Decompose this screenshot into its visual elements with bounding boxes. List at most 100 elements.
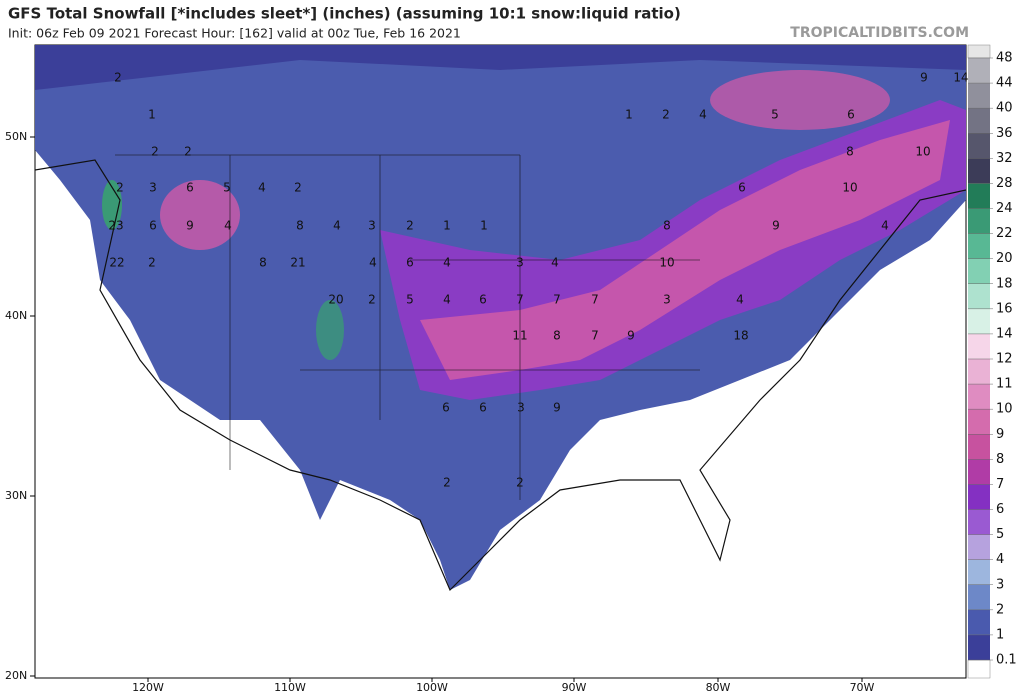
colorbar-segment bbox=[968, 534, 990, 560]
snow-amount: 4 bbox=[699, 108, 707, 122]
colorbar-label: 36 bbox=[996, 126, 1013, 141]
snow-amount: 8 bbox=[296, 219, 304, 233]
colorbar-segment bbox=[968, 384, 990, 410]
colorbar-label: 44 bbox=[996, 76, 1013, 91]
colorbar-label: 24 bbox=[996, 201, 1013, 216]
colorbar-label: 12 bbox=[996, 352, 1013, 367]
snow-area bbox=[420, 120, 950, 380]
lon-label: 120W bbox=[132, 681, 164, 694]
colorbar-label: 32 bbox=[996, 151, 1013, 166]
snow-amount: 6 bbox=[186, 181, 194, 195]
snow-amount: 9 bbox=[920, 71, 928, 85]
colorbar-label: 3 bbox=[996, 577, 1004, 592]
snow-amount: 9 bbox=[186, 219, 194, 233]
snow-amount: 2 bbox=[368, 293, 376, 307]
colorbar-segment bbox=[968, 484, 990, 510]
snow-amount: 2 bbox=[516, 476, 524, 490]
snow-amount: 5 bbox=[771, 108, 779, 122]
snow-amount: 3 bbox=[368, 219, 376, 233]
snow-amount: 4 bbox=[369, 256, 377, 270]
colorbar-label: 14 bbox=[996, 326, 1013, 341]
colorbar-over bbox=[967, 44, 991, 59]
snow-amount: 4 bbox=[551, 256, 559, 270]
snow-amount: 9 bbox=[553, 401, 561, 415]
colorbar-under bbox=[967, 659, 991, 679]
snow-amount: 3 bbox=[663, 293, 671, 307]
colorbar-segment bbox=[968, 634, 990, 660]
colorbar-label: 6 bbox=[996, 502, 1004, 517]
snow-amount: 8 bbox=[846, 145, 854, 159]
snow-amount: 6 bbox=[149, 219, 157, 233]
snow-amount: 7 bbox=[516, 293, 524, 307]
colorbar-label: 0.1 bbox=[996, 653, 1017, 668]
colorbar-segment bbox=[968, 459, 990, 485]
snow-area bbox=[316, 300, 344, 360]
colorbar-segment bbox=[968, 158, 990, 184]
colorbar-label: 8 bbox=[996, 452, 1004, 467]
colorbar-segment bbox=[968, 509, 990, 535]
snow-amount: 6 bbox=[406, 256, 414, 270]
snow-amount: 7 bbox=[553, 293, 561, 307]
snow-amount: 9 bbox=[627, 329, 635, 343]
snow-amount: 4 bbox=[258, 181, 266, 195]
snow-amount: 6 bbox=[479, 401, 487, 415]
snow-amount: 2 bbox=[116, 181, 124, 195]
colorbar-segment bbox=[968, 434, 990, 460]
colorbar-segment bbox=[968, 359, 990, 385]
snow-amount: 1 bbox=[480, 219, 488, 233]
state-lines bbox=[115, 154, 700, 500]
snow-amount: 22 bbox=[109, 256, 124, 270]
colorbar-segment bbox=[968, 208, 990, 234]
snow-amount: 1 bbox=[443, 219, 451, 233]
snow-amount: 6 bbox=[847, 108, 855, 122]
colorbar-label: 40 bbox=[996, 101, 1013, 116]
snow-amount: 10 bbox=[842, 181, 857, 195]
snow-amount: 4 bbox=[443, 256, 451, 270]
snow-amount: 2 bbox=[114, 71, 122, 85]
snow-amount: 2 bbox=[443, 476, 451, 490]
snowfall-field bbox=[35, 45, 966, 592]
colorbar-segment bbox=[968, 58, 990, 84]
colorbar-segment bbox=[968, 233, 990, 259]
snow-amount: 18 bbox=[733, 329, 748, 343]
snow-amount: 2 bbox=[294, 181, 302, 195]
snow-amount: 4 bbox=[224, 219, 232, 233]
colorbar-label: 22 bbox=[996, 226, 1013, 241]
snow-area bbox=[710, 70, 890, 130]
snow-amount: 8 bbox=[663, 219, 671, 233]
snow-amount: 2 bbox=[148, 256, 156, 270]
colorbar-label: 28 bbox=[996, 176, 1013, 191]
colorbar-label: 18 bbox=[996, 276, 1013, 291]
snow-amount: 5 bbox=[406, 293, 414, 307]
lat-label: 30N bbox=[5, 489, 27, 502]
snow-area bbox=[102, 180, 122, 230]
colorbar-label: 2 bbox=[996, 602, 1004, 617]
subtitle: Init: 06z Feb 09 2021 Forecast Hour: [16… bbox=[8, 26, 461, 41]
snow-amount: 2 bbox=[406, 219, 414, 233]
snow-amount: 1 bbox=[148, 108, 156, 122]
colorbar-segment bbox=[968, 83, 990, 109]
snow-amount: 2 bbox=[151, 145, 159, 159]
watermark: TROPICALTIDBITS.COM bbox=[790, 25, 969, 41]
colorbar-segment bbox=[968, 559, 990, 585]
snow-amount: 5 bbox=[223, 181, 231, 195]
colorbar-label: 5 bbox=[996, 527, 1004, 542]
snow-amount: 6 bbox=[479, 293, 487, 307]
colorbar-label: 16 bbox=[996, 301, 1013, 316]
colorbar-segment bbox=[968, 409, 990, 435]
snow-amount: 20 bbox=[328, 293, 343, 307]
lat-label: 50N bbox=[5, 130, 27, 143]
colorbar-label: 11 bbox=[996, 377, 1013, 392]
snow-amount: 1 bbox=[625, 108, 633, 122]
snow-amount: 10 bbox=[659, 256, 674, 270]
lon-label: 100W bbox=[416, 681, 448, 694]
snow-amount: 7 bbox=[591, 293, 599, 307]
colorbar-label: 9 bbox=[996, 427, 1004, 442]
colorbar-segment bbox=[968, 258, 990, 284]
colorbar-segment bbox=[968, 133, 990, 159]
colorbar-segment bbox=[968, 283, 990, 309]
snow-area bbox=[160, 180, 240, 250]
title: GFS Total Snowfall [*includes sleet*] (i… bbox=[8, 5, 681, 23]
